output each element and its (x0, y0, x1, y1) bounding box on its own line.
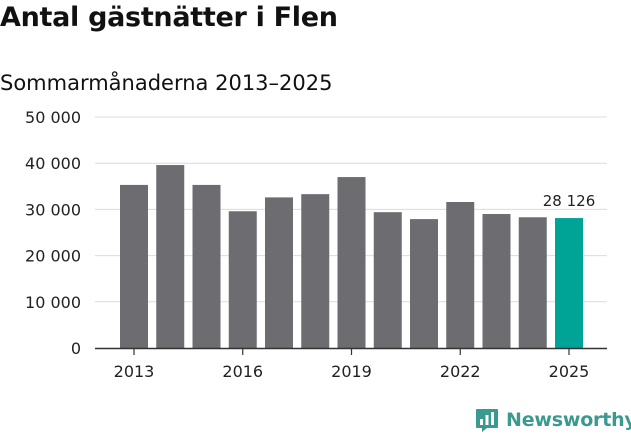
x-tick-label: 2019 (331, 362, 372, 381)
chart-title: Antal gästnätter i Flen (0, 2, 338, 33)
bar (446, 202, 475, 348)
y-tick-label: 0 (71, 339, 81, 358)
chart-bubble-icon (476, 409, 498, 432)
data-label: 28 126 (543, 192, 596, 210)
y-tick-label: 10 000 (25, 293, 81, 312)
brand-name: Newsworthy (506, 409, 631, 431)
x-tick-label: 2025 (549, 362, 590, 381)
bar (301, 194, 330, 348)
bar (373, 212, 402, 348)
x-tick-label: 2016 (222, 362, 263, 381)
bar (265, 197, 293, 348)
bar (120, 184, 148, 348)
bar (518, 217, 547, 348)
bar (337, 177, 366, 348)
bar (228, 211, 257, 348)
bar (482, 214, 511, 348)
x-tick-label: 2013 (114, 362, 155, 381)
bar (156, 165, 185, 348)
x-tick-label: 2022 (440, 362, 481, 381)
bar (192, 184, 221, 348)
chart-subtitle: Sommarmånaderna 2013–2025 (0, 71, 333, 95)
y-tick-label: 30 000 (25, 200, 81, 219)
y-tick-label: 50 000 (25, 108, 81, 127)
y-tick-label: 20 000 (25, 247, 81, 266)
y-tick-label: 40 000 (25, 154, 81, 173)
bar (410, 219, 438, 348)
bar-highlight (555, 218, 583, 348)
brand-logo: Newsworthy (475, 407, 631, 433)
